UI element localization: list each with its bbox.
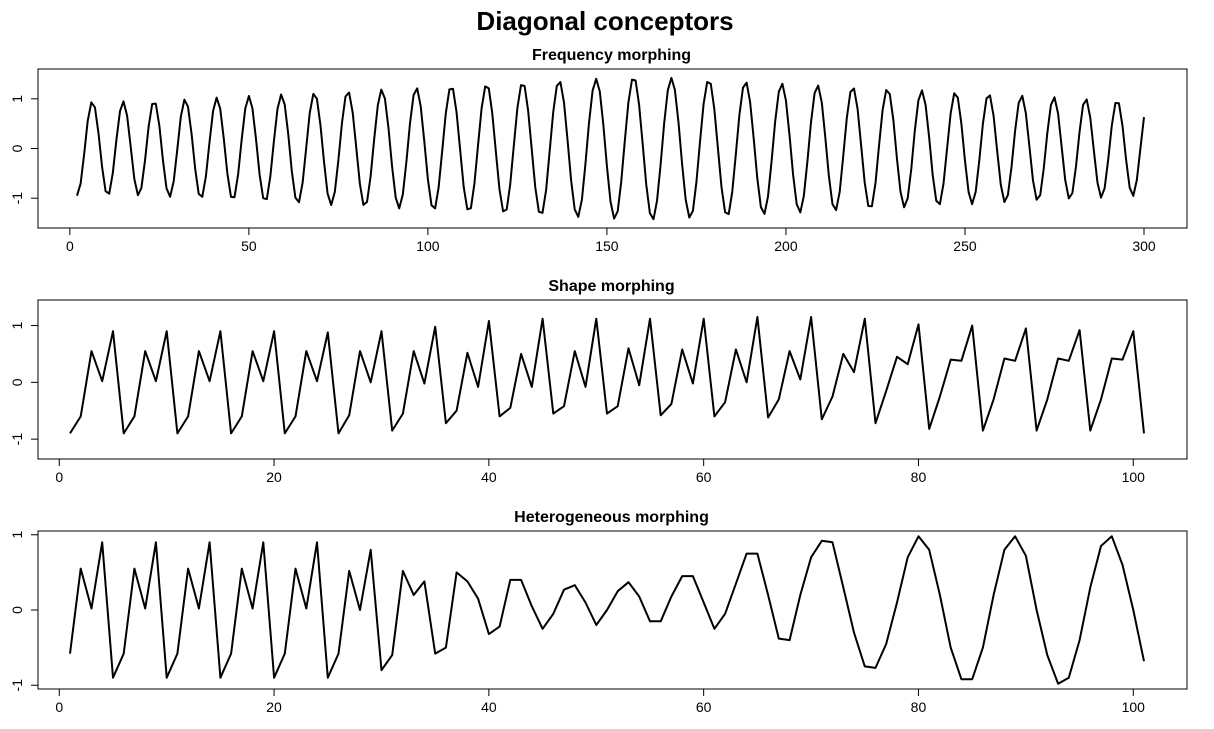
y-tick-label: 0 bbox=[9, 606, 25, 614]
panel-title: Frequency morphing bbox=[532, 47, 691, 64]
x-tick-label: 100 bbox=[1122, 469, 1146, 485]
y-tick-label: 0 bbox=[9, 378, 25, 386]
x-tick-label: 0 bbox=[66, 238, 74, 254]
series-line bbox=[69, 316, 1145, 435]
x-tick-label: 40 bbox=[481, 469, 497, 485]
x-tick-label: 60 bbox=[696, 469, 712, 485]
y-tick-label: -1 bbox=[9, 192, 25, 205]
x-tick-label: 100 bbox=[416, 238, 440, 254]
x-tick-label: 200 bbox=[774, 238, 798, 254]
x-tick-label: 20 bbox=[266, 699, 282, 715]
y-tick-label: 1 bbox=[9, 531, 25, 539]
x-tick-label: 300 bbox=[1132, 238, 1156, 254]
x-tick-label: 50 bbox=[241, 238, 257, 254]
x-tick-label: 100 bbox=[1122, 699, 1146, 715]
panel-title: Heterogeneous morphing bbox=[514, 509, 709, 526]
x-tick-label: 40 bbox=[481, 699, 497, 715]
main-title: Diagonal conceptors bbox=[476, 6, 733, 36]
x-tick-label: 0 bbox=[55, 469, 63, 485]
x-tick-label: 80 bbox=[911, 699, 927, 715]
chart-panel-1: Frequency morphing 0 50 100 150 200 250 300 -1 0 1 bbox=[9, 47, 1188, 254]
y-tick-label: 1 bbox=[9, 95, 25, 103]
series-line bbox=[76, 76, 1145, 221]
y-tick-label: 0 bbox=[9, 144, 25, 152]
plot-frame bbox=[37, 299, 1188, 460]
x-tick-label: 250 bbox=[953, 238, 977, 254]
y-tick-label: -1 bbox=[9, 433, 25, 446]
chart-panel-2: Shape morphing 0 20 40 60 80 100 -1 0 1 bbox=[9, 278, 1188, 485]
panel-title: Shape morphing bbox=[548, 278, 674, 295]
x-tick-label: 60 bbox=[696, 699, 712, 715]
x-tick-label: 80 bbox=[911, 469, 927, 485]
series-line bbox=[69, 535, 1145, 685]
plot-frame bbox=[37, 68, 1188, 229]
y-tick-label: -1 bbox=[9, 679, 25, 692]
x-tick-label: 20 bbox=[266, 469, 282, 485]
x-tick-label: 150 bbox=[595, 238, 619, 254]
y-tick-label: 1 bbox=[9, 321, 25, 329]
chart-panel-3: Heterogeneous morphing 0 20 40 60 80 100 -1 0 1 bbox=[9, 509, 1188, 715]
x-tick-label: 0 bbox=[55, 699, 63, 715]
